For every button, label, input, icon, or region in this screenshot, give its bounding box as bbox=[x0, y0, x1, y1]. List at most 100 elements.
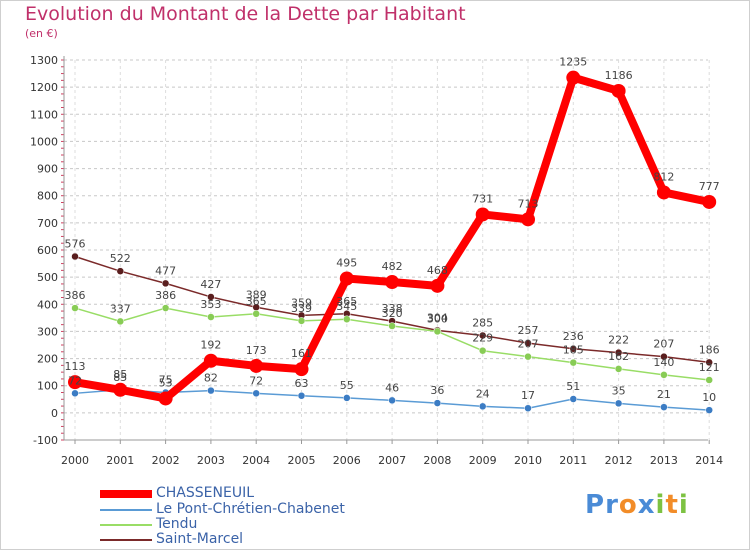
x-tick-label: 2004 bbox=[242, 454, 270, 467]
x-tick-label: 2014 bbox=[695, 454, 723, 467]
data-label: 85 bbox=[113, 368, 127, 381]
x-tick-label: 2008 bbox=[423, 454, 451, 467]
legend-label-le-pont: Le Pont-Chrétien-Chabenet bbox=[156, 501, 345, 517]
x-tick-label: 2001 bbox=[106, 454, 134, 467]
data-label: 21 bbox=[657, 388, 671, 401]
unit-label: (en €) bbox=[25, 27, 58, 40]
data-label: 186 bbox=[699, 343, 720, 356]
data-point bbox=[343, 315, 351, 323]
y-tick-label: 400 bbox=[37, 298, 58, 311]
data-label: 257 bbox=[518, 324, 539, 337]
data-label: 427 bbox=[200, 278, 221, 291]
data-label: 300 bbox=[427, 312, 448, 325]
data-label: 353 bbox=[200, 298, 221, 311]
data-label: 24 bbox=[476, 387, 490, 400]
y-tick-label: 700 bbox=[37, 217, 58, 230]
data-point bbox=[569, 358, 578, 367]
y-tick-label: 1200 bbox=[30, 81, 58, 94]
data-point bbox=[252, 389, 260, 398]
data-label: 304 bbox=[427, 311, 448, 324]
data-label: 75 bbox=[159, 374, 173, 387]
data-point bbox=[569, 345, 578, 353]
data-point bbox=[343, 394, 351, 402]
data-point bbox=[524, 339, 532, 347]
data-label: 812 bbox=[653, 170, 674, 183]
data-point bbox=[660, 403, 668, 411]
y-tick-label: 900 bbox=[37, 163, 58, 176]
x-tick-label: 2007 bbox=[378, 454, 406, 467]
data-point bbox=[203, 353, 218, 368]
data-point bbox=[71, 389, 79, 398]
y-tick-label: 1000 bbox=[30, 135, 58, 148]
data-label: 320 bbox=[382, 307, 403, 320]
data-label: 576 bbox=[65, 238, 86, 251]
logo-letter: i bbox=[678, 490, 689, 520]
data-point bbox=[702, 194, 717, 209]
data-label: 72 bbox=[68, 374, 82, 387]
x-tick-label: 2009 bbox=[469, 454, 497, 467]
data-label: 207 bbox=[518, 338, 539, 351]
legend-swatch-le-pont bbox=[100, 509, 152, 511]
data-label: 35 bbox=[612, 384, 626, 397]
data-label: 339 bbox=[291, 302, 312, 315]
data-point bbox=[339, 271, 354, 286]
data-point bbox=[385, 275, 400, 290]
data-point bbox=[252, 310, 260, 318]
x-tick-label: 2010 bbox=[514, 454, 542, 467]
y-tick-label: 1100 bbox=[30, 108, 58, 121]
y-tick-label: -100 bbox=[33, 434, 58, 447]
data-point bbox=[614, 348, 623, 357]
data-label: 51 bbox=[566, 380, 580, 393]
data-label: 285 bbox=[472, 317, 493, 330]
data-label: 777 bbox=[699, 180, 720, 193]
data-label: 345 bbox=[336, 300, 357, 313]
data-point bbox=[68, 375, 82, 390]
data-label: 161 bbox=[291, 347, 312, 360]
data-label: 185 bbox=[563, 344, 584, 357]
y-tick-label: 0 bbox=[51, 407, 58, 420]
data-point bbox=[388, 322, 396, 330]
data-point bbox=[116, 267, 125, 275]
data-label: 229 bbox=[472, 332, 493, 345]
data-point bbox=[478, 331, 487, 340]
data-label: 162 bbox=[608, 350, 629, 363]
data-label: 17 bbox=[521, 389, 535, 402]
y-tick-label: 500 bbox=[37, 271, 58, 284]
data-label: 192 bbox=[200, 339, 221, 352]
data-label: 55 bbox=[340, 379, 354, 392]
data-point bbox=[705, 376, 713, 384]
data-point bbox=[297, 317, 306, 325]
y-tick-label: 1300 bbox=[30, 54, 58, 67]
data-label: 173 bbox=[246, 344, 267, 357]
x-tick-label: 2000 bbox=[61, 454, 89, 467]
data-point bbox=[569, 395, 578, 403]
data-label: 468 bbox=[427, 264, 448, 277]
legend-label-tendu: Tendu bbox=[156, 516, 198, 532]
y-tick-label: 800 bbox=[37, 190, 58, 203]
legend-swatch-saint-marcel bbox=[100, 539, 152, 541]
proxiti-logo: Proxiti bbox=[585, 490, 689, 520]
x-tick-label: 2011 bbox=[559, 454, 587, 467]
data-point bbox=[113, 382, 128, 397]
data-label: 477 bbox=[155, 264, 176, 277]
data-point bbox=[116, 317, 125, 326]
data-label: 713 bbox=[518, 197, 539, 210]
data-label: 386 bbox=[65, 289, 86, 302]
data-label: 113 bbox=[65, 360, 86, 373]
data-label: 222 bbox=[608, 334, 629, 347]
data-point bbox=[161, 279, 170, 288]
data-label: 338 bbox=[382, 302, 403, 315]
legend-label-saint-marcel: Saint-Marcel bbox=[156, 531, 244, 547]
x-tick-label: 2013 bbox=[650, 454, 678, 467]
data-point bbox=[478, 346, 487, 355]
logo-letter: P bbox=[585, 490, 606, 520]
data-label: 365 bbox=[336, 295, 357, 308]
logo-letter: o bbox=[618, 490, 638, 520]
data-label: 389 bbox=[246, 288, 267, 301]
x-tick-label: 2003 bbox=[197, 454, 225, 467]
data-point bbox=[660, 352, 668, 361]
data-label: 207 bbox=[653, 338, 674, 351]
legend-label-chasseneuil: CHASSENEUIL bbox=[156, 485, 254, 501]
data-label: 482 bbox=[382, 260, 403, 273]
data-point bbox=[521, 212, 535, 227]
